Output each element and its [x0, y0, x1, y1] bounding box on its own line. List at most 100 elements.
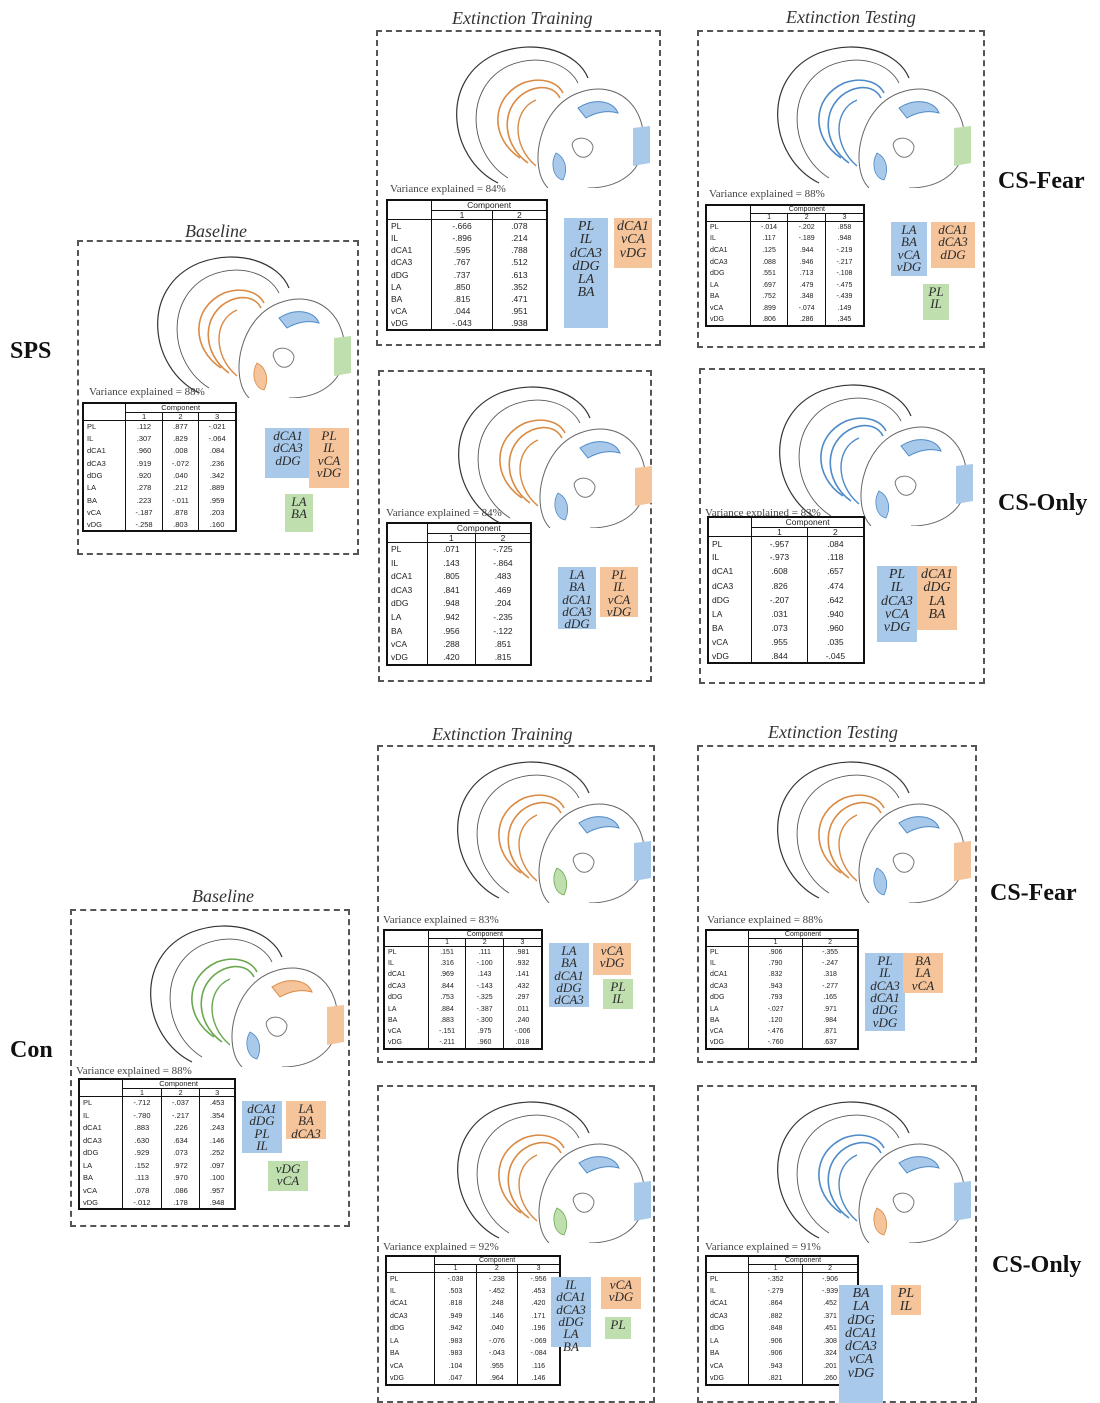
loading-value: .818 [434, 1297, 477, 1310]
loading-value: .125 [749, 244, 788, 257]
region-name: BA [386, 293, 432, 306]
loading-value: .821 [748, 1372, 803, 1385]
loading-value: .011 [502, 1003, 542, 1015]
loading-value: .196 [517, 1322, 560, 1335]
region-name: vCA [385, 1360, 435, 1373]
region-label: LA [852, 1299, 870, 1315]
region-label: IL [890, 580, 904, 596]
loading-value: -.006 [502, 1026, 542, 1038]
loading-value: .877 [161, 420, 199, 433]
component-number: 1 [427, 938, 466, 947]
region-group: PL IL dCA3 dDG LA BA [564, 218, 608, 328]
loading-value: .112 [125, 420, 163, 433]
table-row: vDG -.211.960.018 [383, 1037, 542, 1050]
region-name: PL [385, 1272, 435, 1285]
variance-explained: Variance explained = 88% [89, 386, 205, 398]
loading-value: .959 [198, 494, 236, 507]
region-label: IL [930, 296, 942, 312]
table-row: PL -.038 -.238 -.956 [385, 1272, 560, 1285]
loading-value: -.012 [122, 1196, 162, 1209]
loading-value: -.355 [802, 946, 858, 958]
region-name: vDG [705, 1037, 749, 1050]
region-group: LA BA dCA3 [286, 1101, 326, 1140]
region-name: vCA [78, 1184, 123, 1197]
loading-value: .972 [160, 1159, 200, 1172]
loading-value: .240 [502, 1014, 542, 1027]
component-number: 1 [434, 1264, 477, 1273]
region-name: LA [82, 481, 126, 495]
loading-value: .975 [465, 1026, 504, 1038]
component-number: 2 [160, 1088, 200, 1097]
loading-value: .008 [161, 445, 199, 458]
component-header: Component [748, 1256, 858, 1265]
table-row: vDG .821.260 [705, 1372, 858, 1385]
loading-value: .753 [427, 992, 466, 1004]
table-row: BA .223 -.011.959 [82, 494, 236, 507]
loading-value: .073 [160, 1146, 200, 1159]
region-label: vCA [276, 1173, 300, 1189]
region-label: BA [298, 1113, 314, 1129]
loading-value: -.037 [160, 1096, 200, 1109]
table-row: dCA3.826.474 [707, 578, 864, 593]
loading-value: .955 [751, 635, 808, 650]
loading-value: .297 [502, 992, 542, 1004]
table-row: vCA .943.201 [705, 1360, 858, 1373]
loading-value: -.211 [427, 1037, 466, 1050]
loading-value: .044 [431, 305, 493, 318]
table-row: dDG .793.165 [705, 992, 858, 1004]
region-group: PL IL vCA vDG [309, 428, 349, 488]
loading-value: .084 [198, 445, 236, 458]
table-row: dCA1.125.944 -.219 [705, 244, 864, 257]
loadings-table: Component 1 2 3 PL -.014 -.202.858 IL .117 -.189.… [705, 204, 865, 327]
table-row: LA .850.352 [386, 280, 547, 294]
loading-value: .943 [748, 1360, 803, 1373]
loading-value: .040 [161, 469, 199, 482]
region-label: LA [901, 222, 917, 237]
region-label: PL [877, 953, 893, 968]
region-name: vDG [386, 651, 428, 665]
region-group: BA LA dDG dCA1 dCA3 vCA vDG [839, 1285, 883, 1403]
region-name: dDG [385, 1322, 435, 1335]
loading-value: -.712 [122, 1096, 162, 1109]
region-label: dCA3 [881, 593, 913, 609]
loading-value: -.387 [465, 1003, 504, 1015]
loading-value: .078 [122, 1184, 162, 1197]
region-name: dDG [82, 469, 126, 482]
region-label: BA [928, 606, 946, 622]
loading-value: .815 [431, 293, 493, 306]
loading-value: .984 [802, 1014, 858, 1027]
region-name: dCA3 [82, 457, 126, 470]
region-name: dDG [386, 268, 432, 281]
loading-value: .906 [748, 1347, 803, 1360]
loading-value: -.957 [751, 536, 808, 551]
loading-value: .453 [517, 1285, 560, 1298]
loading-value: .929 [122, 1146, 162, 1159]
variance-explained: Variance explained = 88% [709, 188, 825, 200]
loading-value: .420 [426, 651, 476, 665]
table-row: dDG .929.073.252 [78, 1146, 235, 1159]
table-row: IL -.780 -.217.354 [78, 1109, 235, 1122]
loading-value: .104 [434, 1360, 477, 1373]
component-number: 2 [802, 1264, 858, 1273]
region-name: BA [383, 1014, 429, 1027]
title-con-ext-training: Extinction Training [432, 724, 573, 744]
region-group: dCA1 dCA3 dDG [265, 428, 311, 478]
region-name: vDG [707, 649, 752, 664]
table-row: vDG .047.964.146 [385, 1372, 560, 1385]
table-row: dDG .753 -.325.297 [383, 992, 542, 1004]
region-label: vDG [619, 245, 647, 261]
loading-value: .212 [161, 481, 199, 495]
region-label: IL [879, 965, 891, 981]
table-row: vCA .955.035 [707, 635, 864, 650]
loading-value: .316 [427, 957, 466, 970]
region-group: PL IL [923, 284, 949, 320]
table-row: dCA3.630.634.146 [78, 1134, 235, 1147]
loading-value: .957 [199, 1184, 235, 1197]
loading-value: -.906 [802, 1272, 858, 1285]
region-group: vDG vCA [268, 1161, 308, 1191]
table-row: dCA1.595.788 [386, 244, 547, 257]
loading-value: .942 [434, 1322, 477, 1335]
loading-value: .171 [517, 1310, 560, 1323]
table-row: PL -.712 -.037.453 [78, 1096, 235, 1109]
loading-value: .960 [465, 1037, 504, 1050]
